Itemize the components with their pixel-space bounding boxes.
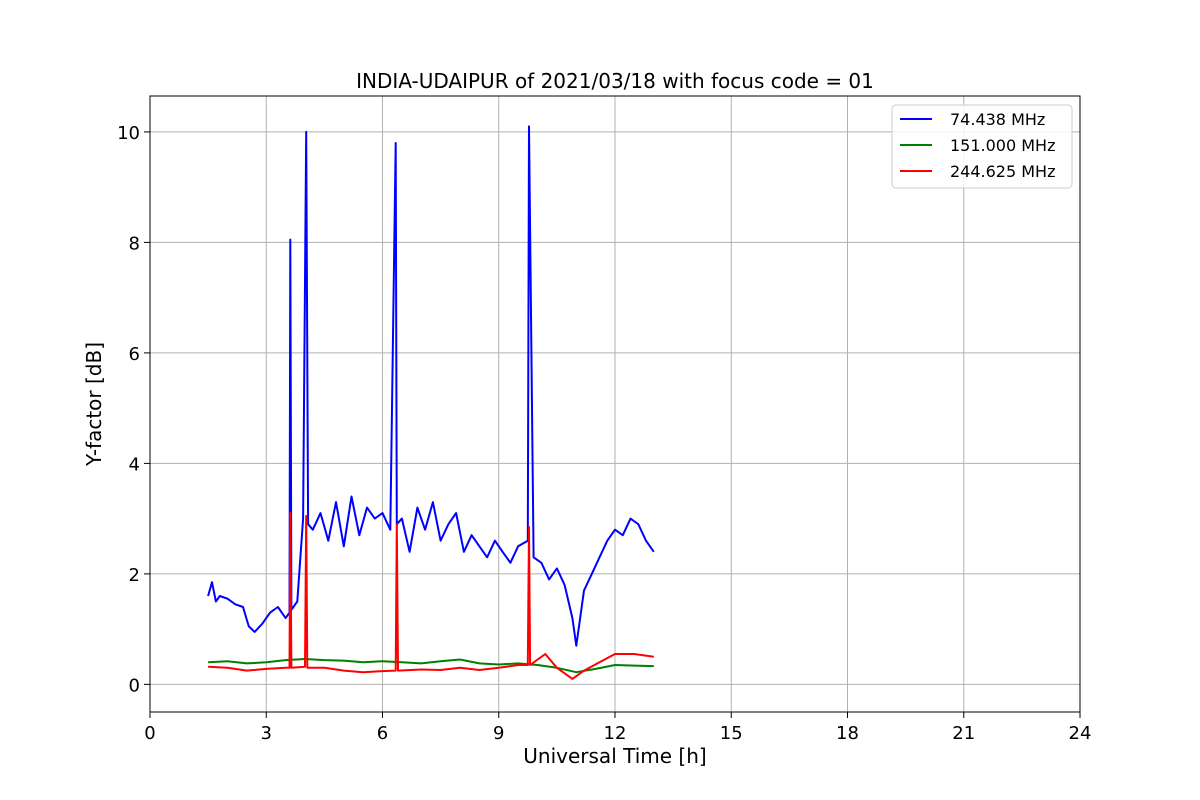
series-line-2 <box>208 658 654 674</box>
legend-label: 74.438 MHz <box>950 110 1045 129</box>
series-line-1 <box>207 125 655 647</box>
chart-title: INDIA-UDAIPUR of 2021/03/18 with focus c… <box>356 69 874 93</box>
series-line-3 <box>208 512 654 680</box>
x-axis-label: Universal Time [h] <box>523 744 706 768</box>
y-axis: 0 2 4 6 8 10 <box>117 123 150 696</box>
x-tick-label: 21 <box>952 723 975 744</box>
x-axis: 0 3 6 9 12 15 18 21 24 <box>144 712 1091 744</box>
legend-box <box>891 104 1073 189</box>
x-tick-label: 3 <box>261 723 272 744</box>
y-tick-label: 4 <box>129 454 140 475</box>
y-tick-label: 10 <box>117 123 140 144</box>
legend: 74.438 MHz 151.000 MHz 244.625 MHz <box>891 104 1073 189</box>
x-tick-label: 6 <box>377 723 388 744</box>
x-tick-label: 18 <box>836 723 859 744</box>
series-layer <box>207 125 655 680</box>
y-tick-label: 6 <box>129 344 140 365</box>
x-tick-label: 12 <box>604 723 627 744</box>
x-tick-label: 24 <box>1069 723 1092 744</box>
legend-label: 244.625 MHz <box>950 162 1055 181</box>
y-tick-label: 2 <box>129 565 140 586</box>
legend-label: 151.000 MHz <box>950 136 1055 155</box>
y-axis-label: Y-factor [dB] <box>82 342 106 467</box>
y-tick-label: 0 <box>129 675 140 696</box>
y-tick-label: 8 <box>129 233 140 254</box>
x-tick-label: 15 <box>720 723 743 744</box>
x-tick-label: 0 <box>144 723 155 744</box>
x-tick-label: 9 <box>493 723 504 744</box>
